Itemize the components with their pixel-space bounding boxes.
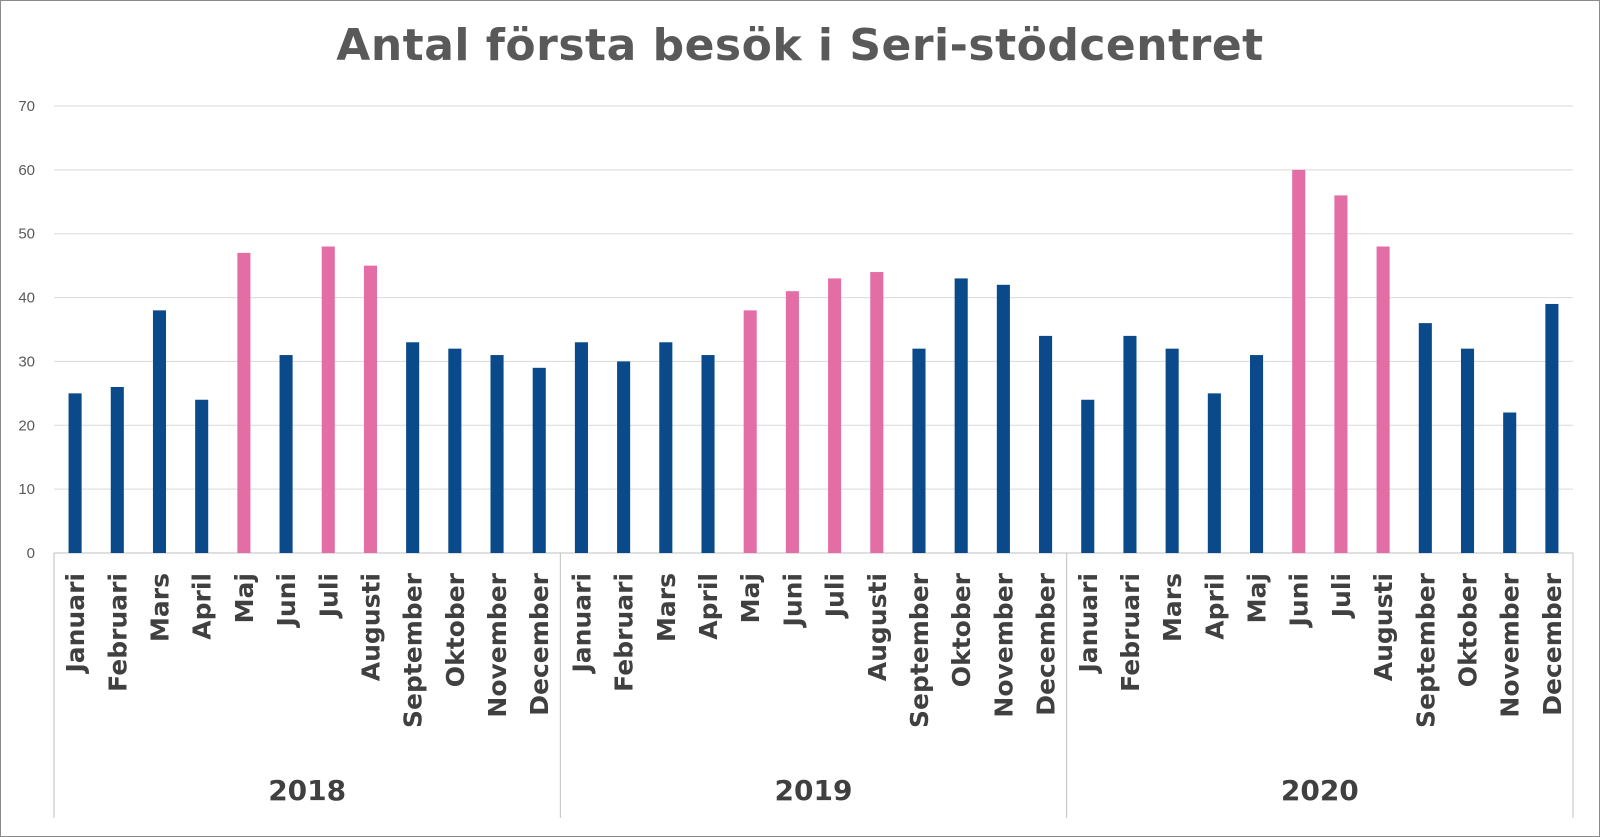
bar-2018-september [406,342,420,553]
bar-2020-november [1503,412,1517,553]
bar-2020-juni [1292,169,1306,553]
bar-2019-juli [828,278,842,553]
bar-2018-maj [237,252,251,553]
x-tick-label-2018-mars: Mars [145,573,174,642]
x-tick-label-2020-maj: Maj [1243,573,1272,623]
bar-2018-december [532,367,546,553]
x-tick-label-2020-augusti: Augusti [1369,573,1398,681]
x-tick-label-2018-november: November [483,572,512,717]
chart-title: Antal första besök i Seri-stödcentret [336,20,1264,71]
bar-2019-februari [617,361,631,553]
y-tick-label-60: 60 [18,162,35,179]
x-tick-label-2020-mars: Mars [1158,573,1187,642]
bar-2020-september [1418,323,1432,553]
bar-2020-augusti [1376,246,1390,553]
x-tick-label-2020-december: December [1538,572,1567,715]
x-tick-label-2019-mars: Mars [652,573,681,642]
bar-2020-mars [1165,348,1179,553]
year-label-2020: 2020 [1281,774,1359,807]
bar-2020-april [1207,393,1221,553]
y-tick-label-50: 50 [18,226,35,243]
x-tick-label-2018-december: December [525,572,554,715]
y-tick-label-30: 30 [18,353,35,370]
bar-2018-november [490,355,504,553]
x-tick-label-2019-december: December [1032,572,1061,715]
bar-2019-december [1039,335,1053,553]
x-tick-label-2020-april: April [1200,573,1229,640]
year-label-2019: 2019 [775,774,853,807]
x-tick-label-2020-juli: Juli [1327,573,1356,619]
x-tick-label-2019-juni: Juni [778,573,807,628]
y-tick-label-20: 20 [18,417,35,434]
x-tick-label-2018-september: September [399,572,428,728]
x-tick-label-2018-juni: Juni [272,573,301,628]
bar-2020-januari [1081,399,1095,553]
x-tick-label-2018-januari: Januari [61,573,90,675]
bar-2019-januari [574,342,588,553]
bar-2019-maj [743,310,757,553]
x-tick-label-2019-september: September [905,572,934,728]
y-tick-label-0: 0 [27,545,35,562]
bar-2019-september [912,348,926,553]
bar-2018-april [195,399,209,553]
x-tick-label-2019-januari: Januari [567,573,596,675]
bar-2019-augusti [870,272,884,553]
x-tick-label-2020-februari: Februari [1116,573,1145,692]
x-tick-label-2019-augusti: Augusti [863,573,892,681]
bar-2020-oktober [1460,348,1475,553]
x-tick-label-2020-juni: Juni [1285,573,1314,628]
bar-2018-juli [321,246,335,553]
y-tick-label-40: 40 [18,290,35,307]
bar-2019-april [701,355,715,553]
bar-2018-mars [152,310,167,553]
bar-2019-november [996,284,1010,553]
y-tick-label-10: 10 [18,481,35,498]
bar-2018-augusti [363,265,377,553]
bar-2018-januari [68,393,82,553]
bar-2019-mars [659,342,673,553]
x-tick-label-2019-oktober: Oktober [947,572,976,687]
bar-2020-februari [1123,335,1137,553]
x-tick-label-2020-november: November [1496,572,1525,717]
bar-2018-juni [279,355,293,553]
x-tick-label-2018-augusti: Augusti [356,573,385,681]
x-tick-label-2018-februari: Februari [103,573,132,692]
x-tick-label-2018-april: April [188,573,217,640]
x-tick-label-2019-november: November [989,572,1018,717]
year-label-2018: 2018 [268,774,346,807]
x-tick-label-2019-juli: Juli [821,573,850,619]
x-tick-label-2020-september: September [1411,572,1440,728]
x-tick-label-2020-januari: Januari [1074,573,1103,675]
x-tick-label-2019-februari: Februari [610,573,639,692]
bar-2020-maj [1250,355,1264,553]
x-tick-label-2018-oktober: Oktober [441,572,470,687]
x-tick-label-2018-maj: Maj [230,573,259,623]
bar-2019-juni [785,291,799,553]
x-tick-label-2018-juli: Juli [314,573,343,619]
bar-2018-februari [110,386,124,553]
x-tick-label-2019-april: April [694,573,723,640]
x-tick-label-2019-maj: Maj [736,573,765,623]
bar-2019-oktober [954,278,968,553]
y-tick-label-70: 70 [18,98,35,115]
x-tick-label-2020-oktober: Oktober [1454,572,1483,687]
bar-2020-december [1545,303,1559,553]
bar-2020-juli [1334,195,1348,553]
bar-2018-oktober [448,348,462,553]
